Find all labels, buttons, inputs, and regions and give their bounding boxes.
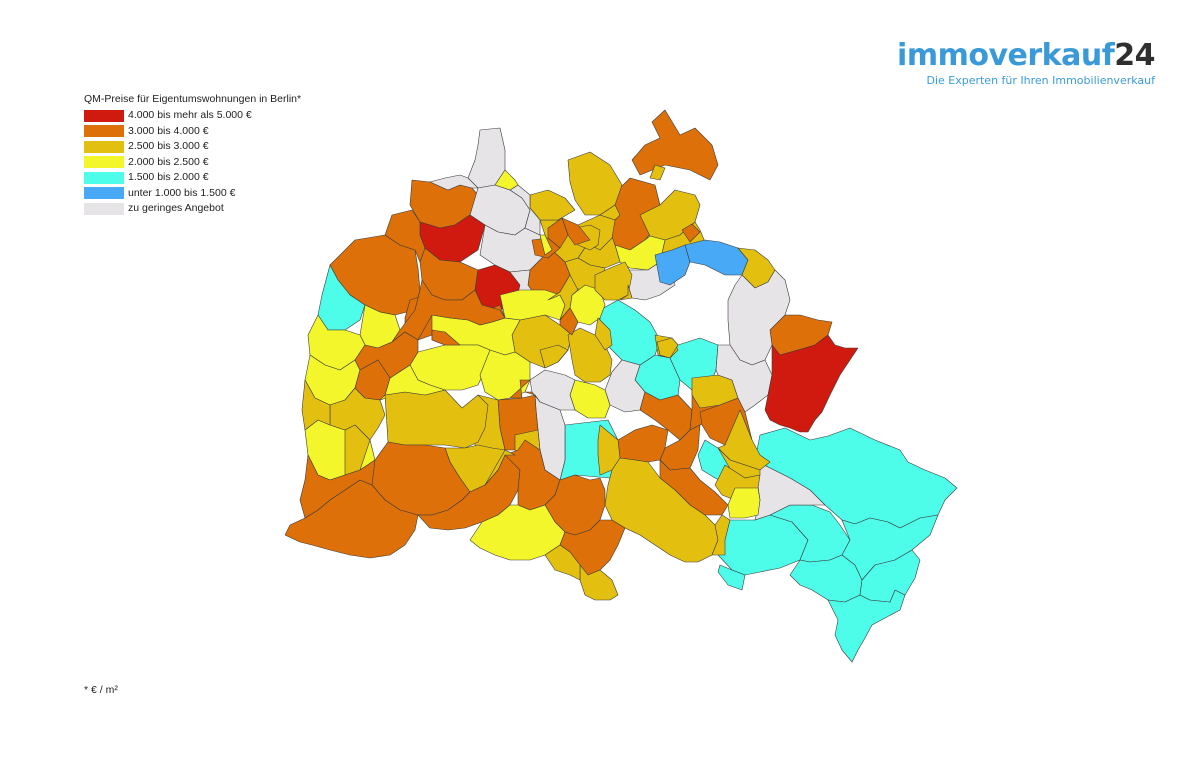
district-area bbox=[524, 391, 541, 403]
legend-label: 2.500 bis 3.000 € bbox=[128, 140, 209, 153]
legend-item: 2.000 bis 2.500 € bbox=[84, 155, 301, 171]
district-area bbox=[354, 331, 419, 379]
district-area bbox=[681, 223, 701, 243]
district-area bbox=[354, 359, 391, 401]
district-area bbox=[479, 349, 531, 401]
district-area bbox=[484, 449, 516, 486]
legend-swatch bbox=[84, 187, 124, 200]
legend-label: 1.500 bis 2.000 € bbox=[128, 171, 209, 184]
district-area bbox=[656, 337, 679, 359]
district-area bbox=[299, 454, 376, 519]
district-area bbox=[859, 549, 921, 603]
district-area bbox=[429, 174, 479, 191]
district-area bbox=[509, 379, 531, 399]
district-area bbox=[619, 284, 633, 301]
legend-item: 1.500 bis 2.000 € bbox=[84, 170, 301, 186]
district-area bbox=[547, 274, 579, 321]
district-area bbox=[509, 184, 541, 236]
brand-tagline: Die Experten für Ihren Immobilienverkauf bbox=[926, 74, 1155, 87]
district-area bbox=[711, 514, 731, 556]
legend-item: zu geringes Angebot bbox=[84, 201, 301, 217]
legend-items: 4.000 bis mehr als 5.000 € 3.000 bis 4.0… bbox=[84, 108, 301, 217]
district-area bbox=[391, 279, 506, 343]
legend-label: 3.000 bis 4.000 € bbox=[128, 124, 209, 137]
district-area bbox=[539, 234, 553, 256]
district-area bbox=[384, 389, 489, 449]
district-area bbox=[539, 344, 569, 369]
legend-swatch bbox=[84, 125, 124, 138]
district-area bbox=[431, 329, 461, 346]
legend-item: 4.000 bis mehr als 5.000 € bbox=[84, 108, 301, 124]
legend-label: zu geringes Angebot bbox=[128, 202, 224, 215]
district-area bbox=[715, 344, 773, 413]
district-area bbox=[301, 379, 331, 431]
district-area bbox=[579, 564, 619, 601]
district-area bbox=[717, 564, 746, 591]
brand-name: immoverkauf24 bbox=[897, 40, 1155, 72]
district-area bbox=[604, 359, 646, 413]
district-area bbox=[317, 264, 366, 331]
district-area bbox=[569, 379, 611, 419]
legend-swatch bbox=[84, 109, 124, 122]
district-area bbox=[499, 289, 566, 321]
district-area bbox=[684, 239, 749, 276]
district-area bbox=[841, 514, 939, 581]
legend-swatch bbox=[84, 171, 124, 184]
district-area bbox=[329, 387, 386, 441]
district-area bbox=[654, 244, 691, 286]
brand-logo[interactable]: immoverkauf24 Die Experten für Ihren Imm… bbox=[897, 40, 1155, 88]
district-area bbox=[617, 424, 669, 463]
brand-name-number: 24 bbox=[1114, 38, 1155, 73]
district-area bbox=[547, 217, 569, 249]
district-area bbox=[631, 109, 719, 181]
district-area bbox=[599, 204, 621, 221]
legend-item: 3.000 bis 4.000 € bbox=[84, 124, 301, 140]
map-districts bbox=[284, 109, 958, 663]
brand-name-text: immoverkauf bbox=[897, 38, 1115, 73]
district-area bbox=[604, 457, 719, 563]
district-area bbox=[494, 169, 519, 191]
legend-title: QM-Preise für Eigentumswohnungen in Berl… bbox=[84, 93, 302, 105]
district-area bbox=[544, 544, 581, 581]
legend-label: unter 1.000 bis 1.500 € bbox=[128, 186, 236, 199]
district-area bbox=[649, 164, 666, 181]
district-area bbox=[559, 307, 579, 336]
district-area bbox=[594, 317, 613, 351]
map-legend: QM-Preise für Eigentumswohnungen in Berl… bbox=[84, 92, 301, 217]
legend-item: unter 1.000 bis 1.500 € bbox=[84, 186, 301, 202]
district-area bbox=[727, 487, 761, 519]
district-area bbox=[529, 189, 576, 221]
legend-swatch bbox=[84, 156, 124, 169]
footnote: * € / m² bbox=[84, 684, 118, 696]
legend-swatch bbox=[84, 140, 124, 153]
legend-label: 4.000 bis mehr als 5.000 € bbox=[128, 109, 252, 122]
legend-label: 2.000 bis 2.500 € bbox=[128, 155, 209, 168]
district-area bbox=[597, 424, 621, 476]
district-area bbox=[764, 334, 859, 433]
legend-item: 2.500 bis 3.000 € bbox=[84, 139, 301, 155]
district-area bbox=[384, 209, 426, 263]
legend-swatch bbox=[84, 202, 124, 215]
